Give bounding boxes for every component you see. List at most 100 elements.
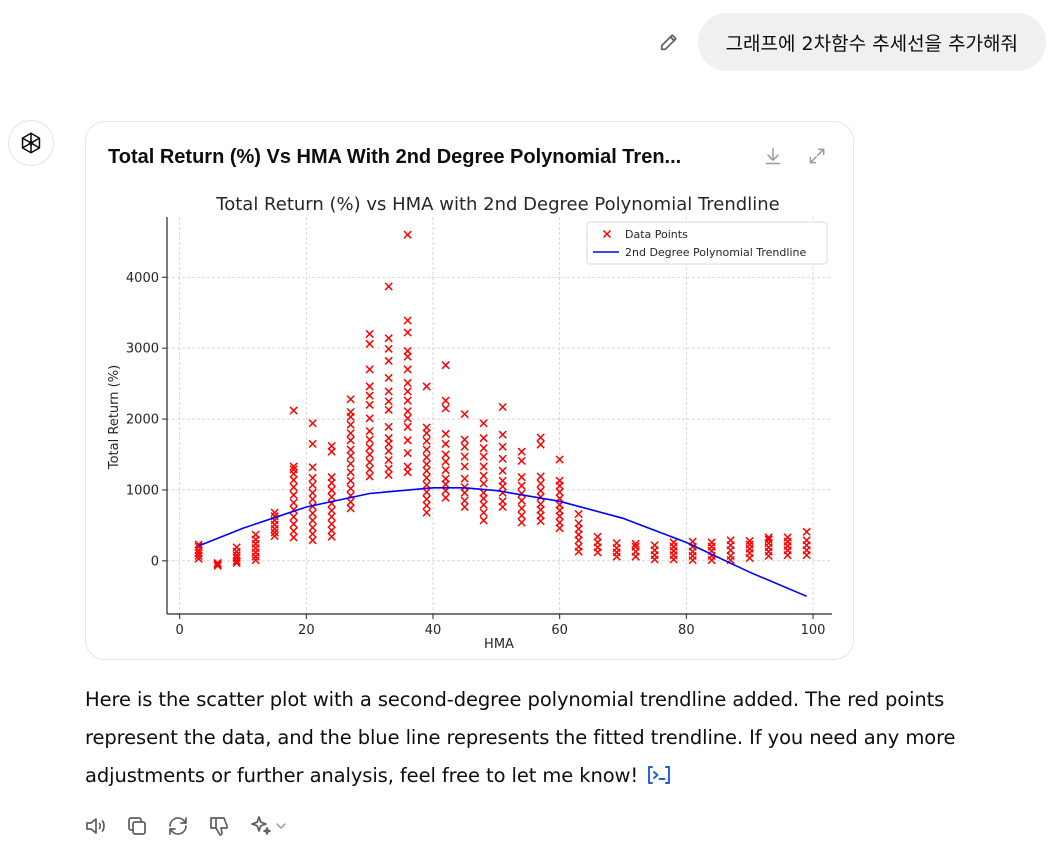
data-point [631, 542, 640, 551]
data-point [441, 404, 450, 413]
y-tick-label: 1000 [126, 483, 159, 498]
data-point [593, 532, 602, 541]
data-point [213, 561, 222, 570]
data-point [403, 316, 412, 325]
data-point [346, 504, 355, 513]
data-point [441, 493, 450, 502]
data-point [422, 436, 431, 446]
thumbs-down-icon[interactable] [205, 812, 232, 839]
data-point [365, 329, 374, 339]
data-point [422, 382, 431, 391]
data-point [536, 499, 545, 509]
data-point [479, 479, 488, 488]
data-point [460, 496, 469, 505]
data-point [422, 466, 431, 475]
data-point [289, 465, 298, 474]
copy-icon[interactable] [123, 812, 150, 839]
assistant-reply: Here is the scatter plot with a second-d… [85, 681, 985, 795]
data-point [498, 430, 507, 439]
data-point [384, 373, 393, 383]
data-point [498, 488, 507, 497]
data-point [289, 512, 298, 522]
data-point [365, 382, 374, 391]
data-point [365, 472, 374, 481]
data-point [422, 495, 431, 504]
card-actions [761, 144, 829, 168]
data-point [308, 439, 317, 448]
data-point [270, 508, 279, 517]
data-point [365, 414, 374, 423]
legend-label-points: Data Points [625, 228, 688, 241]
refresh-icon[interactable] [164, 812, 191, 839]
data-point [460, 502, 469, 512]
data-point [251, 555, 260, 565]
data-point [365, 435, 374, 444]
data-point [365, 450, 374, 459]
data-point [441, 465, 450, 475]
data-point [270, 528, 279, 537]
data-point [346, 476, 355, 485]
data-point [346, 468, 355, 477]
data-point [365, 458, 374, 467]
data-point [289, 490, 298, 500]
x-tick-label: 60 [551, 623, 568, 638]
data-point [517, 447, 526, 456]
data-point [422, 453, 431, 462]
data-point [346, 395, 355, 404]
y-tick-label: 0 [151, 554, 159, 569]
download-icon[interactable] [761, 144, 785, 168]
data-point [745, 540, 754, 549]
data-point [327, 506, 336, 515]
data-point [403, 448, 412, 458]
data-point [422, 423, 431, 432]
data-point [479, 500, 488, 509]
data-point [574, 519, 583, 528]
data-point [498, 454, 507, 463]
data-point [460, 442, 469, 451]
data-point [479, 452, 488, 461]
data-point [346, 497, 355, 507]
data-point [441, 474, 450, 483]
data-point [403, 436, 412, 445]
data-point [764, 533, 773, 542]
data-point [327, 532, 336, 541]
data-point [536, 440, 545, 449]
speaker-icon[interactable] [82, 812, 109, 839]
data-point [365, 465, 374, 474]
data-point [498, 402, 507, 412]
data-point [365, 339, 374, 349]
y-tick-label: 3000 [126, 342, 159, 357]
sparkle-icon[interactable] [246, 812, 292, 839]
pencil-icon[interactable] [654, 27, 684, 57]
data-point [384, 334, 393, 343]
chart-image-card[interactable]: Total Return (%) vs HMA with 2nd Degree … [85, 121, 854, 660]
data-point [403, 328, 412, 337]
data-point [384, 344, 393, 353]
data-point [479, 419, 488, 428]
card-title: Total Return (%) Vs HMA With 2nd Degree … [108, 145, 682, 168]
data-point [308, 488, 317, 497]
data-point [441, 439, 450, 448]
data-point [764, 535, 773, 544]
data-point [555, 455, 564, 464]
data-point [308, 473, 317, 483]
data-point [536, 479, 545, 488]
data-point [346, 451, 355, 461]
data-point [403, 378, 412, 388]
code-icon[interactable] [646, 764, 672, 786]
data-point [574, 542, 583, 551]
data-point [802, 536, 811, 545]
data-point [498, 466, 507, 475]
x-tick-label: 40 [425, 623, 442, 638]
data-point [403, 230, 412, 239]
data-point [422, 487, 431, 497]
data-point [441, 450, 450, 459]
data-point [612, 538, 621, 548]
expand-icon[interactable] [805, 144, 829, 168]
data-point [479, 434, 488, 443]
data-point [346, 445, 355, 454]
data-point [441, 457, 450, 466]
data-point [479, 443, 488, 453]
data-point [517, 496, 526, 505]
